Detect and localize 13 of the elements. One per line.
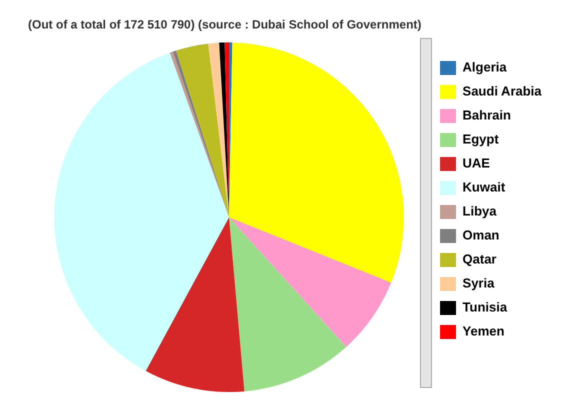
legend-label: Bahrain [462,108,511,123]
legend-label: Libya [462,204,498,219]
chart-title: (Out of a total of 172 510 790) (source : Dubai School of Government) [28,18,422,32]
legend-label: Syria [462,276,496,291]
legend-label: Kuwait [462,180,506,195]
legend-label: Yemen [462,324,505,339]
legend-label: Oman [462,228,500,243]
legend-label: Egypt [462,132,500,147]
legend-label: Algeria [462,60,508,75]
legend-label: Tunisia [462,300,508,315]
legend-label: Qatar [462,252,496,267]
legend-label: Saudi Arabia [462,84,542,99]
legend-label: UAE [462,156,490,171]
